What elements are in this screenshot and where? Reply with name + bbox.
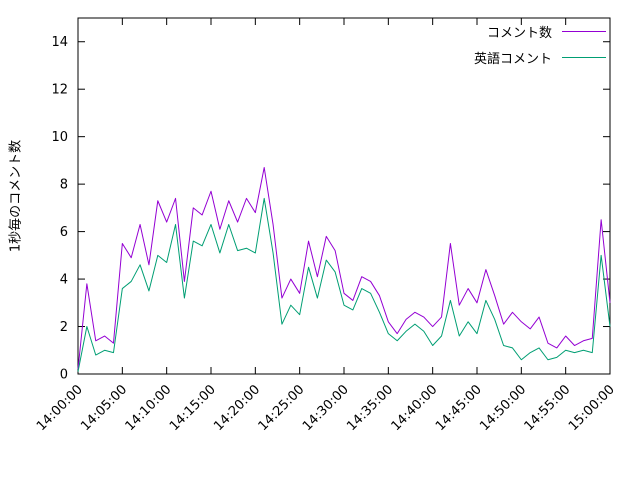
x-tick-label: 14:35:00	[344, 382, 396, 434]
legend-line-sample-comment-count	[562, 31, 606, 32]
legend-line-sample-english-comments	[562, 57, 606, 58]
y-tick-label: 8	[60, 178, 68, 193]
y-tick-label: 6	[60, 225, 68, 240]
x-tick-label: 14:20:00	[211, 382, 263, 434]
y-tick-label: 10	[51, 130, 68, 145]
x-tick-label: 14:40:00	[389, 382, 441, 434]
legend-label-comment-count: コメント数	[486, 26, 552, 41]
legend-item-english-comments: 英語コメント	[474, 48, 606, 67]
y-axis-title: 1秒毎のコメント数	[8, 139, 24, 253]
x-tick-label: 14:30:00	[300, 382, 352, 434]
y-tick-label: 12	[51, 83, 68, 98]
y-tick-label: 0	[60, 368, 68, 383]
x-tick-label: 14:50:00	[477, 382, 529, 434]
y-tick-label: 2	[60, 320, 68, 335]
y-tick-label: 14	[51, 35, 68, 50]
x-tick-label: 14:25:00	[256, 382, 308, 434]
legend: コメント数 英語コメント	[474, 22, 606, 67]
x-tick-label: 14:45:00	[433, 382, 485, 434]
plot-border	[77, 17, 611, 375]
series-line-1	[77, 197, 611, 372]
x-tick-label: 14:05:00	[78, 382, 130, 434]
x-tick-label: 14:15:00	[167, 382, 219, 434]
legend-item-comment-count: コメント数	[474, 22, 606, 41]
x-tick-label: 15:00:00	[566, 382, 618, 434]
series-line-0	[77, 167, 611, 370]
y-tick-label: 4	[60, 273, 68, 288]
legend-label-english-comments: 英語コメント	[473, 52, 552, 67]
x-tick-label: 14:00:00	[34, 382, 86, 434]
x-tick-label: 14:10:00	[123, 382, 175, 434]
x-tick-label: 14:55:00	[522, 382, 574, 434]
